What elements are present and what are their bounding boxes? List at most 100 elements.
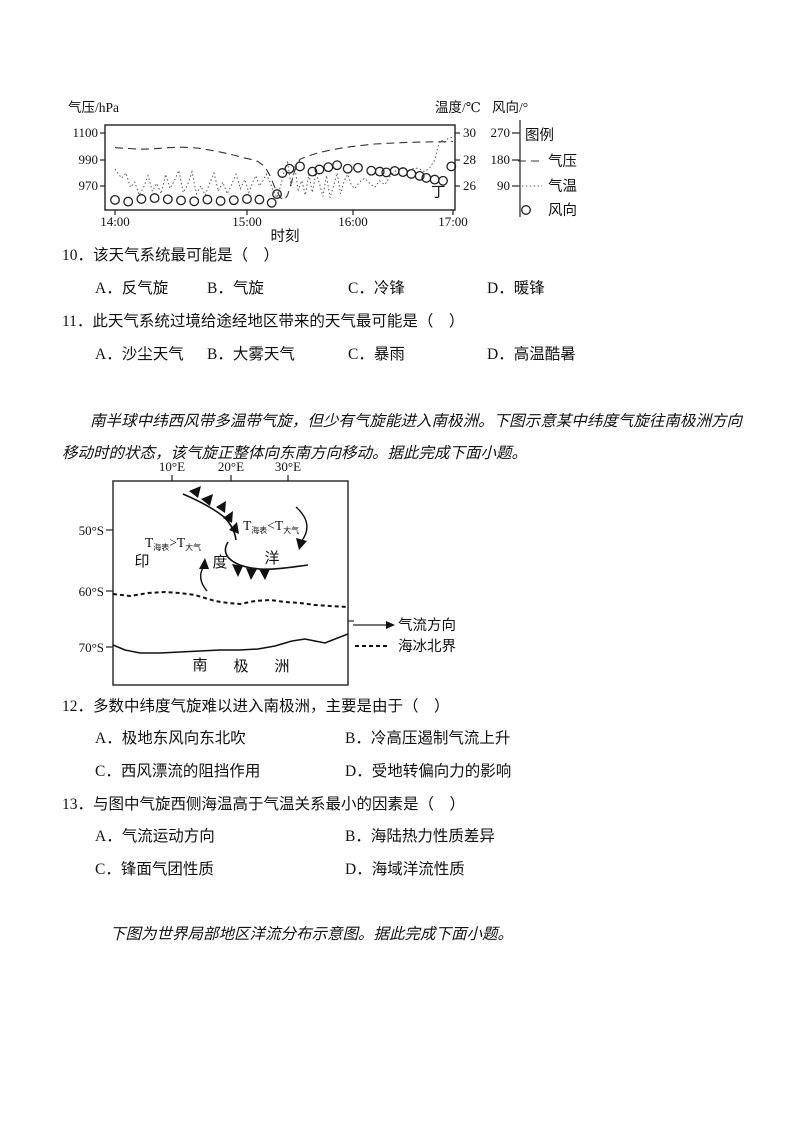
ocean-name-char: 印 <box>134 553 149 570</box>
arrow-head-icon <box>199 558 209 569</box>
arrow-head-icon <box>296 538 307 550</box>
wind-direction-point <box>314 164 325 175</box>
cold-front-hook <box>224 541 309 570</box>
temperature-tick: 28 <box>463 152 476 167</box>
wind-axis-label: 风向/° <box>492 100 528 115</box>
wind-direction-point <box>242 194 252 204</box>
wind-direction-point <box>149 193 160 204</box>
wind-direction-point <box>374 166 385 177</box>
longitude-tick: 10°E <box>159 459 185 474</box>
temperature-axis-label: 温度/℃ <box>435 100 481 115</box>
option: C．冷锋 <box>348 280 405 297</box>
longitude-tick: 30°E <box>275 459 301 474</box>
continent-name-char: 洲 <box>274 659 289 675</box>
airflow-arrow-right <box>295 506 308 543</box>
longitude-tick: 20°E <box>218 459 244 474</box>
front-triangle <box>229 522 239 534</box>
question-12-stem: 12．多数中纬度气旋难以进入南极洲，主要是由于（ ） <box>62 698 450 715</box>
wind-direction-point <box>266 197 277 208</box>
arrow-head-icon <box>386 621 395 629</box>
option: C．暴雨 <box>348 346 405 363</box>
series-layer <box>110 136 457 208</box>
option: D．受地转偏向力的影响 <box>345 763 512 780</box>
wind-direction-point <box>446 161 457 172</box>
wind-direction-point <box>110 194 120 205</box>
wind-direction-point <box>202 194 213 205</box>
cyclone-map-figure: 10°E 20°E 30°E 50°S 60°S 70°S T海表>T大气 T海… <box>79 459 456 686</box>
wind-direction-point <box>277 168 288 178</box>
sea-ice-boundary-line <box>112 590 349 608</box>
latitude-tick: 70°S <box>79 640 104 655</box>
wind-direction-point <box>272 189 282 200</box>
question-13-stem: 13．与图中气旋西侧海温高于气温关系最小的因素是（ ） <box>62 796 466 813</box>
wind-direction-point <box>342 163 353 174</box>
question-11-options: A．沙尘天气 B．大雾天气 C．暴雨 D．高温酷暑 <box>95 345 576 364</box>
option: A．气流运动方向 <box>95 828 215 845</box>
pressure-tick: 970 <box>79 178 99 193</box>
option: B．冷高压遏制气流上升 <box>345 730 511 747</box>
front-triangle <box>223 511 233 523</box>
wind-direction-point <box>189 196 200 207</box>
wind-direction-point <box>307 166 318 177</box>
option: B．气旋 <box>207 280 264 297</box>
pressure-series-line <box>114 141 454 202</box>
current-intro-paragraph: 下图为世界局部地区洋流分布示意图。据此完成下面小题。 <box>110 925 514 943</box>
pressure-tick: 990 <box>79 152 99 167</box>
point-label-ding: 丁 <box>431 185 446 201</box>
legend-seaice-label: 海冰北界 <box>398 638 456 655</box>
front-triangle <box>259 569 270 580</box>
legend-title: 图例 <box>525 127 554 144</box>
latitude-tick: 50°S <box>79 523 104 538</box>
question-13-options: A．气流运动方向 B．海陆热力性质差异 C．锋面气团性质 D．海域洋流性质 <box>95 827 495 879</box>
map-frame <box>112 480 349 686</box>
option: B．海陆热力性质差异 <box>345 828 495 845</box>
front-triangle <box>189 486 201 498</box>
option: C．西风漂流的阻挡作用 <box>95 763 261 780</box>
legend-pressure-label: 气压 <box>548 153 577 170</box>
ocean-name-char: 洋 <box>264 550 279 567</box>
legend-temperature-label: 气温 <box>548 178 577 195</box>
legend-airflow-label: 气流方向 <box>398 617 456 634</box>
legend-wind-label: 风向 <box>548 202 577 219</box>
weather-chart: 气压/hPa 温度/℃ 风向/° 1100 990 970 30 28 26 2… <box>68 100 577 245</box>
wind-direction-point <box>123 196 134 207</box>
wind-circle-sample <box>521 205 531 215</box>
front-triangle <box>232 564 243 577</box>
front-triangle <box>201 494 213 506</box>
wind-direction-point <box>366 165 377 176</box>
option: C．锋面气团性质 <box>95 861 214 878</box>
cyclone-intro-paragraph: 南半球中纬西风带多温带气旋，但少有气旋能进入南极洲。下图示意某中纬度气旋往南极洲… <box>62 412 742 462</box>
wind-direction-point <box>254 194 265 205</box>
wind-direction-point <box>429 174 440 185</box>
ocean-name-char: 度 <box>212 554 227 571</box>
continent-name-char: 极 <box>233 658 248 675</box>
wind-direction-point <box>228 195 239 206</box>
temperature-tick: 30 <box>463 125 476 140</box>
option: A．沙尘天气 <box>95 346 184 363</box>
time-tick: 17:00 <box>438 214 468 229</box>
wind-direction-point <box>215 196 226 206</box>
wind-direction-point <box>438 175 448 186</box>
cold-front-line <box>182 493 237 541</box>
wind-direction-point <box>389 166 400 176</box>
time-tick: 14:00 <box>100 214 130 229</box>
wind-direction-point <box>284 163 295 174</box>
wind-direction-point <box>353 162 363 173</box>
option: D．暖锋 <box>487 280 545 297</box>
question-10-options: A．反气旋 B．气旋 C．冷锋 D．暖锋 <box>95 279 545 298</box>
time-tick: 15:00 <box>232 214 262 229</box>
wind-direction-point <box>176 195 186 206</box>
option: B．大雾天气 <box>207 346 295 363</box>
wind-direction-point <box>162 194 173 205</box>
wind-direction-point <box>398 167 408 178</box>
option: A．反气旋 <box>95 280 169 297</box>
wind-tick: 180 <box>491 152 511 167</box>
x-axis-title: 时刻 <box>271 228 300 245</box>
pressure-tick: 1100 <box>72 125 98 140</box>
front-triangle <box>216 501 226 513</box>
front-triangle <box>246 568 257 580</box>
wind-direction-point <box>414 170 425 181</box>
pressure-axis-label: 气压/hPa <box>68 100 119 115</box>
wind-tick: 90 <box>497 178 510 193</box>
sst-cold-annotation: T海表<T大气 <box>243 518 299 535</box>
